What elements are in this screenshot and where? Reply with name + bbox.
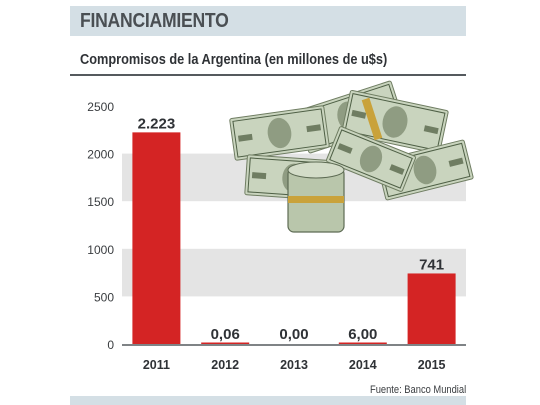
banknote-seal bbox=[251, 172, 267, 180]
banknote-seal bbox=[448, 157, 464, 167]
bars: 2.223 0,06 0,00 6,00 741 bbox=[132, 115, 456, 344]
x-category-label: 2012 bbox=[211, 358, 239, 372]
bar bbox=[201, 342, 250, 344]
chart-title: Compromisos de la Argentina (en millones… bbox=[80, 52, 388, 68]
banknote bbox=[229, 105, 330, 161]
axis: 0 500 1000 1500 2000 2500 2011 2012 2013 2014 2015 bbox=[87, 100, 466, 372]
bar-value-label: 2.223 bbox=[138, 115, 176, 132]
banknote-seal bbox=[423, 125, 439, 135]
rubber-band bbox=[288, 196, 344, 203]
banknote-portrait bbox=[413, 155, 437, 185]
banknote-seal bbox=[389, 164, 405, 175]
bar bbox=[132, 132, 181, 344]
bar-value-label: 0,06 bbox=[211, 326, 240, 343]
x-category-label: 2015 bbox=[418, 358, 446, 372]
bar-value-label: 6,00 bbox=[348, 326, 377, 343]
banknote-portrait bbox=[359, 145, 383, 173]
banknote-seal bbox=[337, 143, 353, 154]
banknote-seal bbox=[351, 109, 367, 119]
banknote-border bbox=[344, 93, 446, 151]
banknote-border bbox=[232, 108, 327, 158]
bar bbox=[407, 273, 456, 344]
money-stack-illustration bbox=[229, 80, 474, 233]
y-tick-label: 500 bbox=[94, 290, 114, 304]
x-category-label: 2013 bbox=[280, 358, 308, 372]
y-tick-label: 2000 bbox=[87, 148, 114, 162]
source-note: Fuente: Banco Mundial bbox=[370, 384, 467, 396]
roll-top bbox=[287, 161, 345, 179]
bar bbox=[338, 342, 387, 344]
x-category-label: 2011 bbox=[143, 358, 170, 372]
x-category-label: 2014 bbox=[349, 358, 377, 372]
banknote-portrait bbox=[382, 106, 408, 138]
y-tick-label: 0 bbox=[107, 338, 114, 352]
money-roll bbox=[287, 161, 345, 233]
bar-value-label: 0,00 bbox=[279, 326, 308, 343]
footer-band bbox=[70, 396, 466, 405]
banknote-portrait bbox=[267, 117, 292, 149]
bar-value-label: 741 bbox=[419, 256, 444, 273]
rubber-band bbox=[361, 97, 383, 141]
header-band bbox=[70, 6, 466, 36]
y-tick-label: 1500 bbox=[87, 195, 114, 209]
title-rule bbox=[70, 74, 466, 76]
banknote-seal bbox=[306, 124, 322, 133]
y-tick-label: 1000 bbox=[87, 243, 114, 257]
y-tick-label: 2500 bbox=[87, 100, 114, 114]
header-title: FINANCIAMIENTO bbox=[80, 10, 229, 32]
banknote-seal bbox=[237, 133, 253, 142]
banknote-border bbox=[329, 129, 413, 189]
banknote bbox=[325, 126, 417, 192]
